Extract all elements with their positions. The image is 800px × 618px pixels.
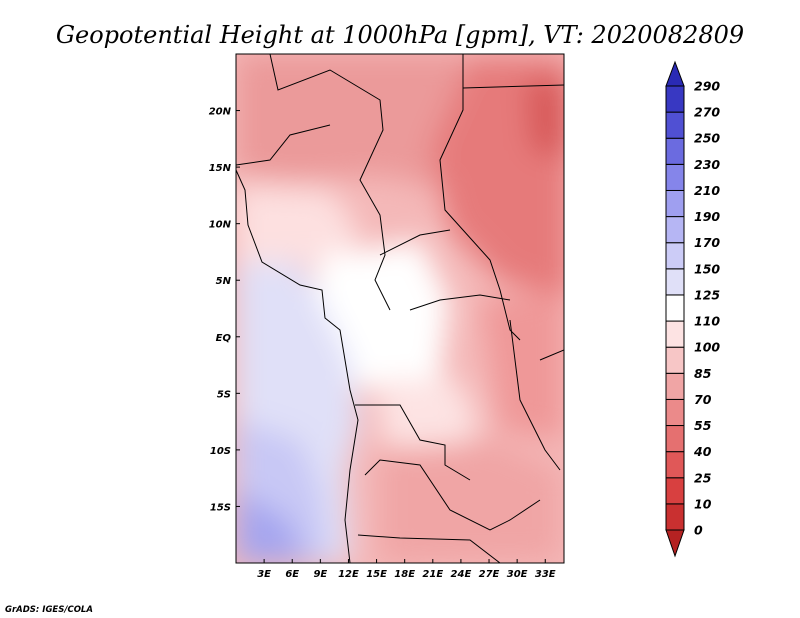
border-line [357, 534, 501, 563]
colorbar: 0 10 25 40 55 70 85 100 110 125 150 170 190 210 230 250… [665, 60, 720, 558]
colorbar-label: 40 [693, 444, 712, 459]
coastline [236, 169, 359, 563]
y-tick-label: 5S [217, 389, 231, 400]
y-tick-label: 10N [209, 220, 232, 231]
colorbar-label: 110 [694, 314, 720, 329]
credit-text: GrADS: IGES/COLA [5, 605, 93, 615]
colorbar-segment [665, 60, 685, 87]
colorbar-label: 55 [694, 418, 712, 433]
border-line [379, 229, 451, 256]
angola-zambia-shading [380, 440, 560, 563]
colorbar-segment [665, 503, 685, 531]
colorbar-segment [665, 294, 685, 322]
colorbar-label: 0 [694, 523, 703, 538]
sahel-shading [236, 185, 360, 270]
x-tick-label: 33E [535, 569, 556, 580]
x-tick-label: 9E [313, 569, 327, 580]
colorbar-label: 270 [694, 105, 720, 120]
x-tick-label: 30E [507, 569, 528, 580]
border-line [439, 54, 521, 341]
colorbar-label: 10 [694, 496, 712, 511]
colorbar-label: 250 [694, 131, 720, 146]
country-borders [236, 54, 564, 563]
x-tick-label: 15E [366, 569, 387, 580]
colorbar-label: 190 [694, 209, 720, 224]
colorbar-segment [665, 372, 685, 400]
y-tick-label: 15S [210, 502, 231, 513]
x-tick-label: 21E [422, 569, 443, 580]
colorbar-label: 25 [694, 470, 712, 485]
x-tick-label: 12E [338, 569, 359, 580]
x-axis: 3E 6E 9E 12E 15E 18E 21E 24E 27E 30E 33E [257, 559, 556, 580]
colorbar-segment [665, 268, 685, 296]
colorbar-segment [665, 242, 685, 270]
border-line [355, 404, 471, 481]
colorbar-segment [665, 346, 685, 374]
colorbar-segment [665, 111, 685, 139]
colorbar-segment [665, 85, 685, 113]
border-line [509, 319, 561, 471]
colorbar-segment [665, 216, 685, 244]
x-tick-label: 3E [257, 569, 271, 580]
y-axis: 20N 15N 10N 5N EQ 5S 10S 15S [209, 107, 240, 513]
colorbar-label: 230 [694, 157, 720, 172]
x-tick-label: 6E [285, 569, 299, 580]
y-tick-label: EQ [216, 333, 232, 344]
x-tick-label: 18E [394, 569, 415, 580]
colorbar-segment [665, 477, 685, 505]
plot-frame [235, 53, 565, 564]
colorbar-label: 125 [694, 287, 720, 302]
border-line [364, 459, 541, 531]
border-line [409, 294, 511, 311]
colorbar-segment [665, 137, 685, 165]
colorbar-label: 150 [694, 261, 720, 276]
y-tick-label: 20N [209, 107, 232, 118]
x-tick-label: 24E [451, 569, 472, 580]
colorbar-segment [665, 451, 685, 479]
border-line [539, 349, 564, 361]
border-line [269, 54, 391, 311]
colorbar-label: 100 [694, 340, 720, 355]
y-tick-label: 15N [209, 163, 232, 174]
colorbar-segment [665, 163, 685, 191]
central-south-shading [380, 380, 480, 460]
colorbar-label: 70 [694, 392, 712, 407]
border-line [236, 124, 331, 166]
border-line [462, 84, 564, 89]
colorbar-label: 290 [694, 79, 720, 94]
colorbar-segment [665, 189, 685, 218]
colorbar-label: 85 [694, 366, 712, 381]
colorbar-segment [665, 529, 685, 558]
colorbar-segment [665, 398, 685, 427]
colorbar-label: 210 [694, 183, 720, 198]
chart-title: Geopotential Height at 1000hPa [gpm], VT… [56, 21, 744, 49]
east-maximum-shading [525, 80, 564, 159]
y-tick-label: 5N [216, 276, 232, 287]
colorbar-label: 170 [694, 235, 720, 250]
x-tick-label: 27E [479, 569, 500, 580]
plot-area [236, 54, 564, 563]
shaded-field [236, 54, 564, 563]
y-tick-label: 10S [210, 446, 231, 457]
colorbar-segment [665, 425, 685, 453]
colorbar-segment [665, 320, 685, 348]
southwest-atlantic-shading [236, 490, 305, 563]
east-africa-shading [480, 290, 564, 440]
